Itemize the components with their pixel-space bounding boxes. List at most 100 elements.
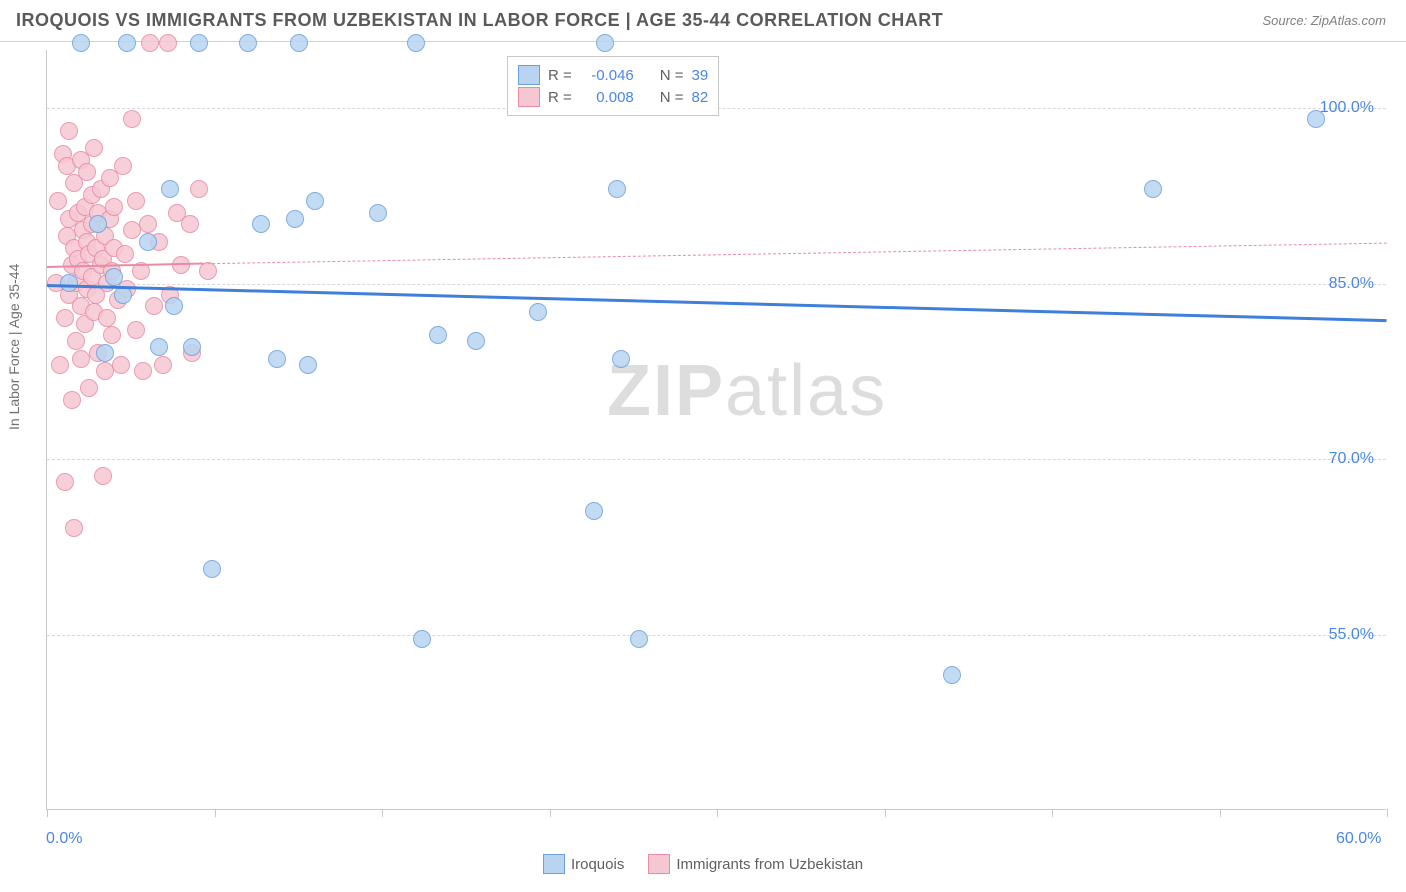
- data-point: [252, 215, 270, 233]
- data-point: [112, 356, 130, 374]
- data-point: [150, 338, 168, 356]
- data-point: [413, 630, 431, 648]
- data-point: [429, 326, 447, 344]
- data-point: [51, 356, 69, 374]
- trend-line: [47, 243, 1387, 267]
- r-value: -0.046: [580, 67, 634, 84]
- data-point: [67, 332, 85, 350]
- data-point: [529, 303, 547, 321]
- legend-stats: R = -0.046 N = 39 R = 0.008 N = 82: [507, 56, 719, 116]
- data-point: [306, 192, 324, 210]
- legend-item: Iroquois: [543, 854, 624, 874]
- data-point: [103, 326, 121, 344]
- data-point: [608, 180, 626, 198]
- legend-label: Immigrants from Uzbekistan: [676, 856, 863, 873]
- data-point: [98, 309, 116, 327]
- y-tick-label: 85.0%: [1329, 275, 1374, 293]
- data-point: [94, 467, 112, 485]
- data-point: [268, 350, 286, 368]
- x-tick: [1220, 809, 1221, 817]
- data-point: [630, 630, 648, 648]
- data-point: [239, 34, 257, 52]
- data-point: [65, 519, 83, 537]
- data-point: [612, 350, 630, 368]
- x-tick: [215, 809, 216, 817]
- data-point: [116, 245, 134, 263]
- n-value: 82: [692, 89, 709, 106]
- data-point: [118, 34, 136, 52]
- data-point: [286, 210, 304, 228]
- y-tick-label: 100.0%: [1320, 99, 1374, 117]
- r-label: R =: [548, 89, 572, 106]
- data-point: [165, 297, 183, 315]
- data-point: [159, 34, 177, 52]
- legend-swatch: [648, 854, 670, 874]
- data-point: [181, 215, 199, 233]
- y-tick-label: 55.0%: [1329, 626, 1374, 644]
- data-point: [141, 34, 159, 52]
- data-point: [56, 309, 74, 327]
- legend-label: Iroquois: [571, 856, 624, 873]
- data-point: [1307, 110, 1325, 128]
- data-point: [139, 215, 157, 233]
- gridline: [47, 459, 1386, 460]
- x-tick: [1052, 809, 1053, 817]
- data-point: [161, 180, 179, 198]
- x-tick-label: 0.0%: [46, 830, 82, 848]
- data-point: [56, 473, 74, 491]
- n-value: 39: [692, 67, 709, 84]
- chart-title: IROQUOIS VS IMMIGRANTS FROM UZBEKISTAN I…: [16, 10, 943, 31]
- data-point: [60, 122, 78, 140]
- data-point: [80, 379, 98, 397]
- y-tick-label: 70.0%: [1329, 450, 1374, 468]
- gridline: [47, 284, 1386, 285]
- data-point: [190, 180, 208, 198]
- data-point: [1144, 180, 1162, 198]
- data-point: [114, 157, 132, 175]
- x-tick: [382, 809, 383, 817]
- data-point: [105, 268, 123, 286]
- legend-bottom: Iroquois Immigrants from Uzbekistan: [0, 854, 1406, 874]
- data-point: [369, 204, 387, 222]
- chart-header: IROQUOIS VS IMMIGRANTS FROM UZBEKISTAN I…: [0, 0, 1406, 42]
- data-point: [943, 666, 961, 684]
- data-point: [139, 233, 157, 251]
- data-point: [145, 297, 163, 315]
- data-point: [96, 344, 114, 362]
- data-point: [172, 256, 190, 274]
- x-tick: [550, 809, 551, 817]
- data-point: [72, 350, 90, 368]
- r-value: 0.008: [580, 89, 634, 106]
- x-tick: [885, 809, 886, 817]
- data-point: [85, 139, 103, 157]
- n-label: N =: [660, 67, 684, 84]
- data-point: [585, 502, 603, 520]
- data-point: [154, 356, 172, 374]
- n-label: N =: [660, 89, 684, 106]
- data-point: [190, 34, 208, 52]
- legend-swatch: [518, 87, 540, 107]
- data-point: [203, 560, 221, 578]
- data-point: [407, 34, 425, 52]
- legend-stat-row: R = -0.046 N = 39: [518, 65, 708, 85]
- data-point: [60, 274, 78, 292]
- legend-swatch: [518, 65, 540, 85]
- trend-line: [47, 284, 1387, 322]
- y-axis-label: In Labor Force | Age 35-44: [6, 264, 22, 430]
- data-point: [105, 198, 123, 216]
- x-tick: [717, 809, 718, 817]
- legend-item: Immigrants from Uzbekistan: [648, 854, 863, 874]
- data-point: [596, 34, 614, 52]
- data-point: [78, 163, 96, 181]
- x-tick: [47, 809, 48, 817]
- data-point: [299, 356, 317, 374]
- data-point: [89, 215, 107, 233]
- data-point: [123, 110, 141, 128]
- data-point: [127, 321, 145, 339]
- r-label: R =: [548, 67, 572, 84]
- data-point: [63, 391, 81, 409]
- legend-swatch: [543, 854, 565, 874]
- data-point: [72, 34, 90, 52]
- data-point: [199, 262, 217, 280]
- data-point: [127, 192, 145, 210]
